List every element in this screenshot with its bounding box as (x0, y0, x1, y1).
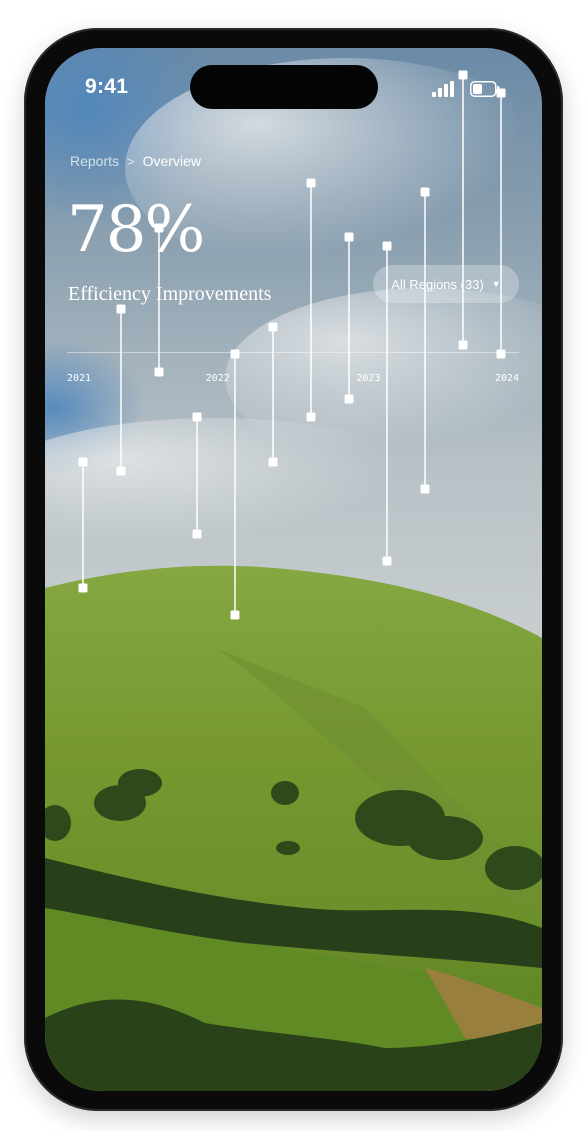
breadcrumb-current: Overview (142, 153, 201, 169)
headline-value: 78% (67, 193, 205, 267)
range-low-point (344, 394, 354, 404)
breadcrumb-separator-icon: > (127, 153, 135, 169)
range-high-point (230, 349, 240, 359)
range-low-point (496, 349, 506, 359)
range-marker-4[interactable] (192, 412, 202, 539)
breadcrumb: Reports > Overview (70, 153, 201, 169)
range-low-point (78, 583, 88, 593)
range-high-point (344, 232, 354, 242)
range-marker-12[interactable] (496, 88, 506, 359)
status-time: 9:41 (85, 75, 129, 98)
range-marker-6[interactable] (268, 322, 278, 467)
range-low-point (306, 412, 316, 422)
range-high-point (116, 304, 126, 314)
range-low-point (420, 484, 430, 494)
headline-label: Efficiency Improvements (68, 283, 272, 305)
range-low-point (116, 466, 126, 476)
range-marker-2[interactable] (116, 304, 126, 476)
range-high-point (306, 178, 316, 188)
range-marker-3[interactable] (154, 223, 164, 377)
range-high-point (154, 223, 164, 233)
landscape-background (45, 48, 542, 1091)
range-high-point (496, 88, 506, 98)
range-high-point (268, 322, 278, 332)
range-marker-7[interactable] (306, 178, 316, 422)
range-low-point (192, 529, 202, 539)
phone-frame: 9:41 Reports > Overview 78% Efficiency I… (24, 28, 563, 1111)
range-high-point (420, 187, 430, 197)
x-tick-label: 2021 (67, 373, 92, 384)
range-marker-5[interactable] (230, 349, 240, 620)
range-chart (78, 70, 506, 620)
range-high-point (78, 457, 88, 467)
x-tick-label: 2023 (356, 373, 381, 384)
range-marker-11[interactable] (458, 70, 468, 350)
range-low-point (382, 556, 392, 566)
range-high-point (192, 412, 202, 422)
range-low-point (154, 367, 164, 377)
range-low-point (458, 340, 468, 350)
range-low-point (268, 457, 278, 467)
caret-down-icon: ▼ (491, 279, 501, 289)
range-marker-1[interactable] (78, 457, 88, 593)
range-marker-8[interactable] (344, 232, 354, 404)
region-filter-label: All Regions (33) (391, 276, 484, 292)
cellular-signal-icon (432, 81, 454, 97)
range-low-point (230, 610, 240, 620)
range-marker-10[interactable] (420, 187, 430, 494)
screen: 9:41 Reports > Overview 78% Efficiency I… (45, 48, 542, 1091)
range-high-point (382, 241, 392, 251)
x-tick-label: 2022 (205, 373, 230, 384)
divider (67, 352, 519, 353)
range-high-point (458, 70, 468, 80)
dynamic-island (190, 65, 378, 109)
breadcrumb-parent-link[interactable]: Reports (70, 153, 120, 169)
region-filter-dropdown[interactable]: All Regions (33) ▼ (373, 265, 519, 303)
x-tick-label: 2024 (495, 373, 520, 384)
range-marker-9[interactable] (382, 241, 392, 566)
